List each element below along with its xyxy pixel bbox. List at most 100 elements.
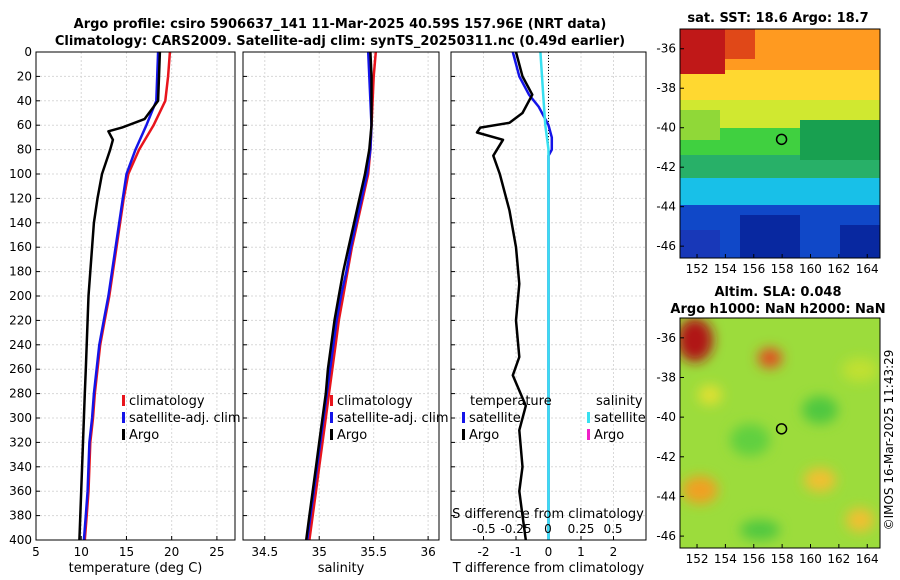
map-x-tick-label: 160 [799,262,822,276]
series-line-argo [78,52,162,540]
y-tick-label: 100 [9,167,32,181]
difference-panel: -2 -1 0 1 2 T difference from climatology S di… [450,51,647,576]
x2-tick-label: -0.25 [500,522,531,536]
map-y-tick-label: -46 [656,239,676,253]
series-line-argo [304,52,373,540]
y-tick-label: 340 [9,460,32,474]
legend-label: satellite [594,411,646,426]
legend-swatch [462,412,465,423]
map-y-tick-label: -36 [656,42,676,56]
x-axis-label: salinity [318,561,365,576]
watermark: ©IMOS 16-Mar-2025 11:43:29 [882,350,896,531]
legend-swatch [330,429,333,440]
x-tick-label: 5 [32,545,40,559]
x-tick-label: 35 [312,545,327,559]
temperature-panel: 5 10 15 20 25 0 20 40 60 80 100 120 140 160 180 200 220 2… [9,45,241,576]
legend-label: Argo [469,428,499,443]
sla-argo-marker [775,423,788,435]
map-y-tick-label: -40 [656,121,676,135]
sla-map-axes: 152 154 156 158 160 162 164 -36 -38 -40 -42 -44 -46 [656,331,878,566]
legend-temperature-title: temperature [470,394,552,409]
x-tick-label: -1 [510,545,522,559]
legend-swatch [330,412,333,423]
legend-label: Argo [337,428,367,443]
title-line-1: Argo profile: csiro 5906637_141 11-Mar-2… [74,17,607,32]
legend-swatch [330,395,333,406]
map-y-tick-label: -44 [656,489,676,503]
map-x-tick-label: 152 [686,262,709,276]
map-y-tick-label: -38 [656,81,676,95]
legend-label: Argo [594,428,624,443]
map-x-tick-label: 158 [771,262,794,276]
y-tick-label: 180 [9,265,32,279]
legend-label: Argo [129,428,159,443]
map-x-tick-label: 152 [686,552,709,566]
y-tick-label: 260 [9,362,32,376]
x-tick-label: 34.5 [251,545,278,559]
legend-label: satellite-adj. clim [337,411,449,426]
map-x-tick-label: 154 [714,262,737,276]
y-tick-label: 60 [17,118,32,132]
map-y-tick-label: -40 [656,410,676,424]
plot-frame [242,51,440,541]
legend-label: climatology [129,394,205,409]
y-tick-label: 160 [9,240,32,254]
y-tick-label: 40 [17,94,32,108]
map-x-tick-label: 162 [827,552,850,566]
x2-tick-label: 0 [544,522,552,536]
map-x-tick-label: 164 [856,552,879,566]
legend-swatch [122,395,125,406]
legend-label: satellite-adj. clim [129,411,241,426]
x-tick-label: 10 [74,545,89,559]
map-x-tick-label: 158 [771,552,794,566]
x-axis-label: temperature (deg C) [69,561,203,576]
legend-swatch [587,412,590,423]
map-x-tick-label: 164 [856,262,879,276]
y-tick-label: 220 [9,313,32,327]
y-tick-label: 320 [9,435,32,449]
map-x-tick-label: 156 [742,262,765,276]
y-tick-label: 0 [24,45,32,59]
series-group [304,52,378,540]
x-tick-label: 2 [610,545,618,559]
map-x-tick-label: 156 [742,552,765,566]
legend-salinity-title: salinity [596,394,643,409]
x2-tick-label: 0.5 [603,522,622,536]
map-y-tick-label: -42 [656,450,676,464]
plot-frame [35,51,236,541]
series-line-t-argo [475,52,534,540]
legend-swatch [587,429,590,440]
plot-frame [450,51,647,541]
sla-map [680,318,880,548]
map-y-tick-label: -44 [656,200,676,214]
series-group [78,52,172,540]
legend-label: satellite [469,411,521,426]
title-line-2: Climatology: CARS2009. Satellite-adj cli… [55,34,625,49]
y-tick-label: 140 [9,216,32,230]
y-tick-label: 80 [17,143,32,157]
x2-tick-label: 0.25 [568,522,595,536]
y-tick-label: 240 [9,338,32,352]
y-tick-label: 380 [9,509,32,523]
sla-map-title-1: Altim. SLA: 0.048 [715,285,842,300]
x-tick-label: 1 [577,545,585,559]
y-tick-label: 20 [17,69,32,83]
sst-map-title: sat. SST: 18.6 Argo: 18.7 [687,11,868,26]
legend-swatch [462,429,465,440]
sst-map-frame [679,28,881,259]
legend-label: climatology [337,394,413,409]
y-tick-label: 360 [9,484,32,498]
map-y-tick-label: -42 [656,160,676,174]
y-tick-label: 280 [9,387,32,401]
series-line-satellite-adj-clim [82,52,160,540]
y-tick-label: 200 [9,289,32,303]
legend-swatch [122,429,125,440]
y-tick-label: 400 [9,533,32,547]
x-axis-label: T difference from climatology [452,561,645,576]
x-tick-label: 25 [209,545,224,559]
sla-map-frame [679,317,881,549]
map-x-tick-label: 160 [799,552,822,566]
map-y-tick-label: -36 [656,331,676,345]
x-tick-label: 15 [119,545,134,559]
